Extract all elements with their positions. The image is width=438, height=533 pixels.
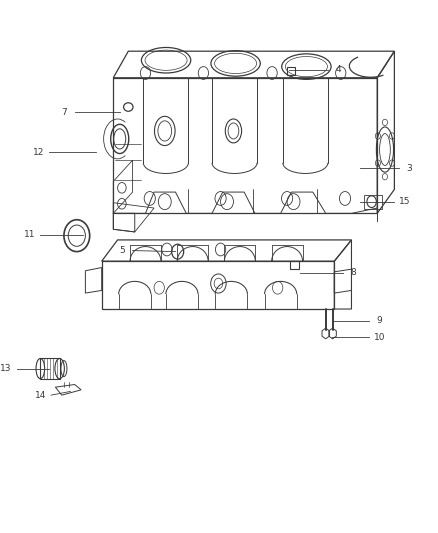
Text: 9: 9 — [377, 316, 382, 325]
Text: 14: 14 — [35, 391, 46, 400]
Text: 8: 8 — [351, 269, 357, 277]
Text: 13: 13 — [0, 364, 12, 373]
Text: 5: 5 — [119, 246, 125, 255]
Text: 12: 12 — [32, 148, 44, 157]
Text: 7: 7 — [61, 108, 67, 117]
Text: 3: 3 — [406, 164, 412, 173]
Text: 15: 15 — [399, 197, 411, 206]
Text: 4: 4 — [336, 66, 341, 74]
Text: 11: 11 — [24, 230, 35, 239]
Text: 10: 10 — [374, 333, 385, 342]
